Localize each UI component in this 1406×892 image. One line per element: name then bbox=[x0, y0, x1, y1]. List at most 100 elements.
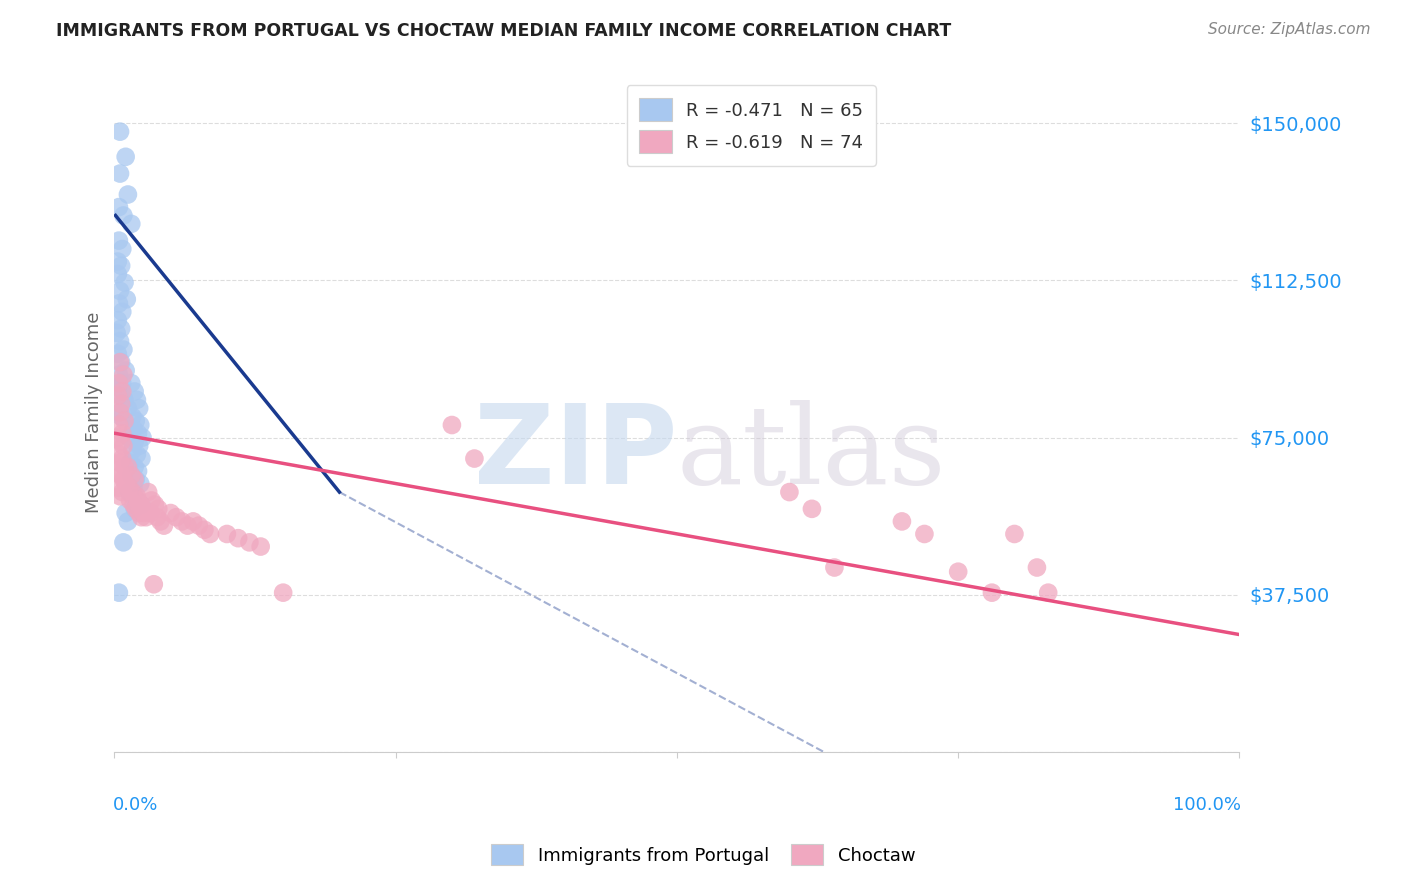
Point bbox=[108, 481, 131, 495]
Point bbox=[125, 493, 148, 508]
Point bbox=[181, 515, 204, 529]
Point bbox=[115, 293, 138, 307]
Point bbox=[148, 501, 170, 516]
Point bbox=[1038, 585, 1060, 599]
Point bbox=[108, 125, 131, 139]
Point bbox=[118, 431, 141, 445]
Point bbox=[107, 347, 129, 361]
Point bbox=[124, 473, 146, 487]
Point bbox=[108, 585, 131, 599]
Point bbox=[121, 409, 143, 424]
Point bbox=[108, 284, 131, 298]
Text: IMMIGRANTS FROM PORTUGAL VS CHOCTAW MEDIAN FAMILY INCOME CORRELATION CHART: IMMIGRANTS FROM PORTUGAL VS CHOCTAW MEDI… bbox=[56, 22, 952, 40]
Point bbox=[141, 493, 163, 508]
Point bbox=[215, 527, 238, 541]
Point bbox=[108, 447, 131, 461]
Point bbox=[110, 468, 132, 483]
Point bbox=[111, 485, 134, 500]
Point bbox=[114, 150, 136, 164]
Point bbox=[107, 464, 129, 478]
Point bbox=[131, 498, 153, 512]
Point bbox=[108, 389, 131, 403]
Point bbox=[117, 459, 139, 474]
Point bbox=[121, 443, 143, 458]
Point bbox=[120, 456, 142, 470]
Point bbox=[128, 506, 150, 520]
Point bbox=[120, 493, 142, 508]
Point bbox=[125, 392, 148, 407]
Point bbox=[110, 434, 132, 449]
Point bbox=[112, 535, 135, 549]
Point bbox=[108, 200, 131, 214]
Point bbox=[108, 405, 131, 419]
Point bbox=[122, 498, 145, 512]
Point bbox=[159, 506, 181, 520]
Point bbox=[118, 481, 141, 495]
Point bbox=[170, 515, 193, 529]
Point bbox=[108, 456, 131, 470]
Point bbox=[131, 431, 153, 445]
Point bbox=[131, 451, 153, 466]
Point bbox=[110, 259, 132, 273]
Point bbox=[129, 498, 152, 512]
Point bbox=[946, 565, 969, 579]
Point bbox=[108, 405, 131, 419]
Point bbox=[110, 355, 132, 369]
Point bbox=[120, 217, 142, 231]
Point bbox=[226, 531, 249, 545]
Point bbox=[129, 417, 152, 432]
Point bbox=[1004, 527, 1026, 541]
Point bbox=[131, 510, 153, 524]
Point bbox=[121, 485, 143, 500]
Point bbox=[271, 585, 294, 599]
Point bbox=[165, 510, 187, 524]
Point bbox=[114, 414, 136, 428]
Point bbox=[120, 468, 142, 483]
Point bbox=[800, 501, 823, 516]
Point bbox=[108, 334, 131, 349]
Legend: Immigrants from Portugal, Choctaw: Immigrants from Portugal, Choctaw bbox=[484, 837, 922, 872]
Point bbox=[107, 389, 129, 403]
Point bbox=[127, 426, 149, 441]
Point bbox=[111, 384, 134, 399]
Point bbox=[114, 276, 136, 290]
Point bbox=[114, 506, 136, 520]
Point bbox=[122, 422, 145, 436]
Point bbox=[107, 254, 129, 268]
Point bbox=[112, 368, 135, 382]
Point bbox=[120, 468, 142, 483]
Point bbox=[128, 439, 150, 453]
Point bbox=[463, 451, 485, 466]
Point bbox=[107, 431, 129, 445]
Point bbox=[890, 515, 912, 529]
Point bbox=[198, 527, 221, 541]
Point bbox=[114, 476, 136, 491]
Point bbox=[136, 485, 159, 500]
Point bbox=[440, 417, 463, 432]
Text: 100.0%: 100.0% bbox=[1173, 796, 1240, 814]
Text: atlas: atlas bbox=[676, 400, 946, 507]
Point bbox=[110, 409, 132, 424]
Point bbox=[105, 326, 128, 340]
Point bbox=[110, 321, 132, 335]
Point bbox=[112, 473, 135, 487]
Point bbox=[125, 447, 148, 461]
Legend: R = -0.471   N = 65, R = -0.619   N = 74: R = -0.471 N = 65, R = -0.619 N = 74 bbox=[627, 86, 876, 166]
Point bbox=[112, 343, 135, 357]
Point bbox=[117, 187, 139, 202]
Point bbox=[912, 527, 935, 541]
Point bbox=[124, 434, 146, 449]
Point bbox=[114, 363, 136, 377]
Point bbox=[122, 481, 145, 495]
Point bbox=[118, 485, 141, 500]
Point bbox=[149, 515, 172, 529]
Point bbox=[823, 560, 845, 574]
Point bbox=[176, 518, 198, 533]
Point bbox=[131, 501, 153, 516]
Point bbox=[135, 510, 157, 524]
Point bbox=[108, 355, 131, 369]
Point bbox=[117, 515, 139, 529]
Point bbox=[124, 459, 146, 474]
Point bbox=[108, 489, 131, 503]
Point bbox=[153, 518, 176, 533]
